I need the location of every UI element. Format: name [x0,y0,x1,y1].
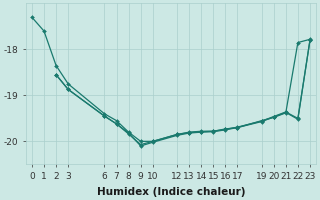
X-axis label: Humidex (Indice chaleur): Humidex (Indice chaleur) [97,187,245,197]
